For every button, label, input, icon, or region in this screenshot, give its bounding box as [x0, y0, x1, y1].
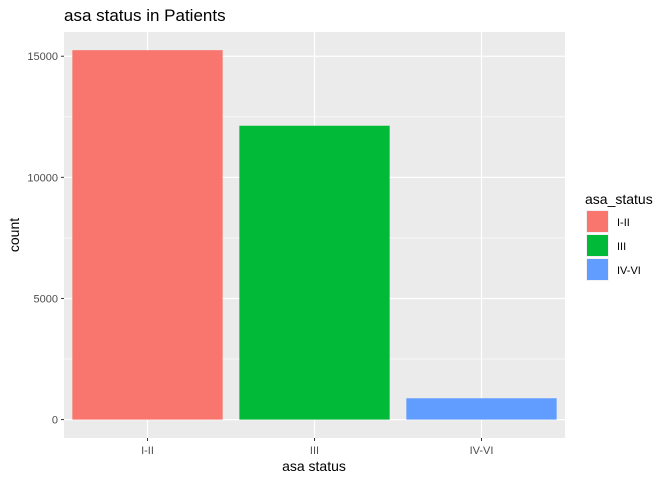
legend: asa_status I-II III IV-VI [585, 191, 653, 281]
bar-iv-vi [406, 398, 557, 420]
y-axis-title: count [6, 218, 22, 252]
y-tick-label: 5000 [34, 293, 58, 305]
legend-label: IV-VI [617, 265, 641, 277]
legend-label: I-II [617, 217, 630, 229]
x-axis-title: asa status [282, 458, 346, 474]
bars [72, 50, 557, 420]
x-tick-label: I-II [141, 445, 154, 457]
y-tick-label: 15000 [27, 51, 58, 63]
legend-label: III [617, 241, 626, 253]
legend-swatch [587, 235, 608, 256]
chart-title: asa status in Patients [64, 6, 226, 25]
legend-title: asa_status [585, 191, 653, 207]
y-tick-label: 10000 [27, 172, 58, 184]
legend-swatch [587, 211, 608, 232]
y-tick-label: 0 [52, 415, 58, 427]
bar-iii [239, 125, 390, 420]
legend-swatch [587, 259, 608, 280]
x-tick-label: III [310, 445, 319, 457]
x-tick-label: IV-VI [470, 445, 494, 457]
bar-i-ii [72, 50, 223, 420]
y-axis: 0 5000 10000 15000 [27, 51, 64, 427]
x-axis: I-II III IV-VI [141, 438, 493, 457]
